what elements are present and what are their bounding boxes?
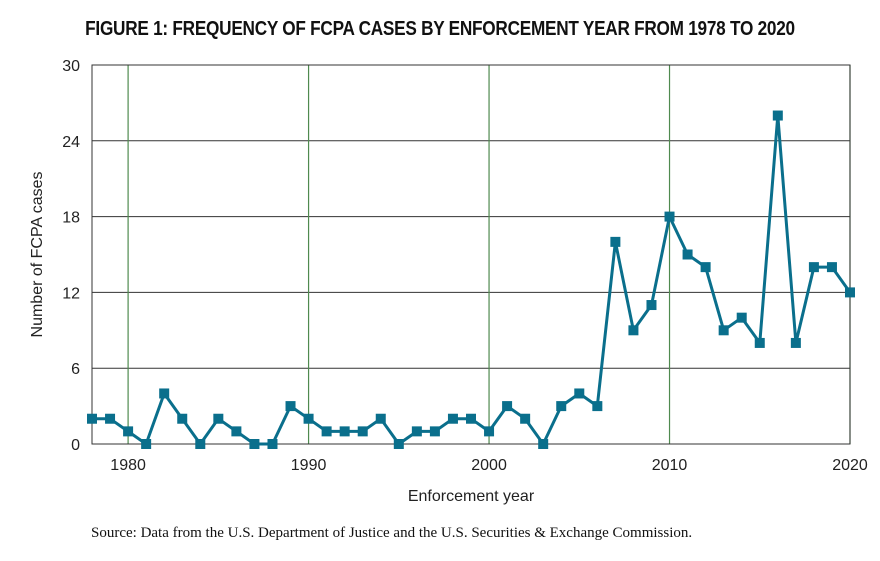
- data-point: [123, 426, 134, 437]
- data-point: [177, 413, 188, 424]
- data-point: [826, 262, 837, 273]
- y-tick-label: 30: [62, 58, 80, 75]
- data-point: [664, 211, 675, 222]
- line-chart: 0 6 12 18 24 30 1980 1990 2000 2010 2020 Enforcem…: [29, 58, 868, 505]
- data-point: [790, 337, 801, 348]
- data-point: [845, 287, 855, 298]
- vertical-gridlines: [127, 65, 851, 444]
- data-point: [447, 413, 458, 424]
- data-point: [718, 325, 729, 336]
- data-point: [574, 388, 585, 399]
- data-point: [411, 426, 422, 437]
- data-point: [267, 439, 278, 449]
- x-axis-label: Enforcement year: [408, 488, 535, 505]
- data-point: [484, 426, 495, 437]
- data-point: [87, 413, 97, 424]
- data-point: [321, 426, 332, 437]
- data-point: [195, 439, 206, 449]
- y-tick-label: 0: [71, 437, 80, 454]
- data-point: [429, 426, 440, 437]
- data-point: [466, 413, 476, 424]
- x-tick-label: 2000: [471, 457, 507, 474]
- data-point: [231, 426, 242, 437]
- data-point: [556, 401, 567, 412]
- data-point: [520, 413, 531, 424]
- data-point: [736, 312, 747, 323]
- plot-frame: [91, 64, 851, 445]
- y-tick-label: 24: [62, 134, 80, 151]
- data-point: [375, 413, 386, 424]
- source-note: Source: Data from the U.S. Department of…: [91, 525, 693, 541]
- data-point: [808, 262, 819, 273]
- y-tick-label: 18: [62, 210, 80, 227]
- series-line: [92, 114, 852, 446]
- data-point: [610, 236, 621, 247]
- data-point: [285, 401, 296, 412]
- y-tick-label: 12: [62, 285, 80, 302]
- data-point: [357, 426, 368, 437]
- data-point: [303, 413, 314, 424]
- data-point: [159, 388, 170, 399]
- horizontal-gridlines: [92, 64, 850, 445]
- data-point: [772, 110, 783, 121]
- data-point: [213, 413, 224, 424]
- x-tick-label: 1980: [110, 457, 146, 474]
- data-point: [754, 337, 765, 348]
- data-point: [646, 300, 657, 311]
- data-point: [393, 439, 404, 449]
- data-point: [700, 262, 711, 273]
- y-tick-labels: 0 6 12 18 24 30: [62, 58, 80, 454]
- x-tick-label: 2010: [652, 457, 688, 474]
- data-point: [628, 325, 639, 336]
- x-tick-label: 2020: [832, 457, 868, 474]
- series-markers: [87, 110, 855, 449]
- x-tick-label: 1990: [291, 457, 327, 474]
- data-point: [682, 249, 693, 260]
- chart-title: FIGURE 1: FREQUENCY OF FCPA CASES BY ENF…: [85, 18, 795, 40]
- data-point: [249, 439, 260, 449]
- x-tick-labels: 1980 1990 2000 2010 2020: [110, 457, 868, 474]
- y-tick-label: 6: [71, 361, 80, 378]
- data-point: [538, 439, 549, 449]
- data-point: [339, 426, 350, 437]
- data-point: [502, 401, 513, 412]
- y-axis-label: Number of FCPA cases: [29, 172, 46, 338]
- data-point: [105, 413, 116, 424]
- data-point: [141, 439, 152, 449]
- data-point: [592, 401, 603, 412]
